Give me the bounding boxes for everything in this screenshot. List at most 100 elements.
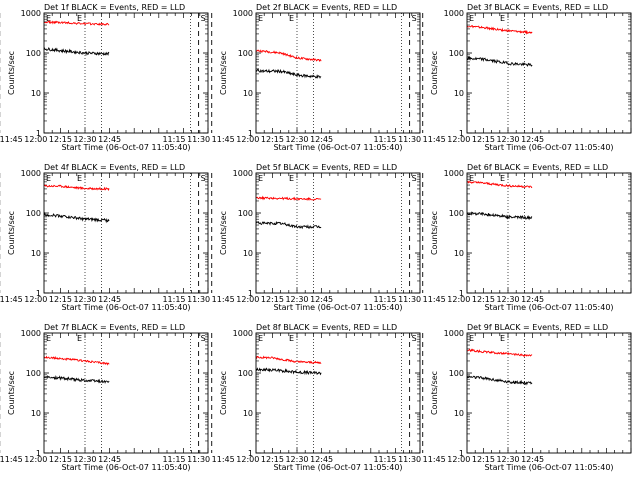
x-tick-label: 12:00 [236,295,259,304]
marker-e-left: E [258,174,263,183]
plot-frame [466,332,632,454]
panel-title: Det 7f BLACK = Events, RED = LLD [44,323,185,332]
y-tick-label: 100 [238,369,253,378]
y-tick-label: 10 [31,249,41,258]
x-tick-label: 11:30 [398,455,421,464]
y-tick-label: 1000 [444,329,464,338]
y-axis-label: Counts/sec [7,51,16,95]
x-tick-label: 11:45 [212,135,235,144]
marker-e-right: E [500,334,505,343]
y-tick-label: 10 [454,89,464,98]
x-tick-label: 11:45 [212,455,235,464]
marker-e-right: E [289,334,294,343]
series-line-lld [44,184,110,192]
marker-e-right: E [289,174,294,183]
y-tick-label: 1000 [444,9,464,18]
y-tick-label: 1000 [21,9,41,18]
y-tick-label: 100 [449,369,464,378]
x-tick-label: 12:00 [447,135,470,144]
y-tick-label: 1 [248,129,253,138]
x-tick-label: 12:00 [236,135,259,144]
x-tick-label: 12:00 [447,295,470,304]
x-tick-label: 12:00 [24,135,47,144]
panel-title: Det 5f BLACK = Events, RED = LLD [256,163,397,172]
x-tick-label: 12:30 [73,455,96,464]
x-tick-label: 11:30 [398,295,421,304]
x-tick-label: 12:15 [261,295,284,304]
x-tick-label: 11:15 [373,135,396,144]
x-axis-label: Start Time (06-Oct-07 11:05:40) [484,303,613,312]
x-tick-label: 12:15 [49,135,72,144]
y-tick-label: 1 [459,289,464,298]
marker-s: S [201,334,206,343]
x-tick-label: 12:45 [521,135,544,144]
x-tick-label: 12:00 [24,455,47,464]
x-tick-label: 12:15 [261,455,284,464]
series-line-lld [256,355,322,365]
x-tick-label: 12:30 [73,135,96,144]
x-axis-label: Start Time (06-Oct-07 11:05:40) [273,463,402,472]
y-tick-label: 1 [36,449,41,458]
x-tick-label: 12:00 [447,455,470,464]
panel-title: Det 9f BLACK = Events, RED = LLD [467,323,608,332]
y-tick-label: 10 [243,89,253,98]
panel-det-8: Det 8f BLACK = Events, RED = LLD Counts/s… [162,323,421,472]
x-tick-label: 12:45 [310,135,333,144]
panel-title: Det 2f BLACK = Events, RED = LLD [256,3,397,12]
panel-det-4: Det 4f BLACK = Events, RED = LLD Counts/s… [0,163,209,312]
marker-s: S [412,334,417,343]
x-axis-label: Start Time (06-Oct-07 11:05:40) [61,143,190,152]
x-tick-label: 12:30 [285,295,308,304]
x-axis-label: Start Time (06-Oct-07 11:05:40) [61,303,190,312]
y-axis-label: Counts/sec [219,211,228,255]
marker-s: S [412,14,417,23]
series-line-events [467,211,533,221]
marker-e-left: E [469,14,474,23]
y-tick-label: 100 [238,49,253,58]
x-tick-label: 11:30 [187,295,210,304]
x-axis-label: Start Time (06-Oct-07 11:05:40) [273,143,402,152]
panel-title: Det 3f BLACK = Events, RED = LLD [467,3,608,12]
series-line-events [467,55,533,67]
series-line-events [256,367,322,376]
x-tick-label: 12:30 [285,135,308,144]
y-axis-label: Counts/sec [219,51,228,95]
x-tick-label: 11:45 [212,295,235,304]
x-tick-label: 12:30 [496,135,519,144]
plot-frame [255,172,421,294]
x-axis-label: Start Time (06-Oct-07 11:05:40) [484,143,613,152]
x-tick-label: 12:45 [521,295,544,304]
y-axis-label: Counts/sec [430,371,439,415]
y-tick-label: 10 [31,89,41,98]
marker-e-left: E [46,14,51,23]
x-tick-label: 12:15 [49,295,72,304]
panel-title: Det 4f BLACK = Events, RED = LLD [44,163,185,172]
plot-frame [466,12,632,134]
plot-frame [43,12,209,134]
x-tick-label: 12:00 [236,455,259,464]
plot-frame [255,12,421,134]
marker-s: S [201,174,206,183]
marker-e-left: E [258,14,263,23]
series-line-lld [44,355,110,366]
marker-e-right: E [77,174,82,183]
y-tick-label: 1000 [233,9,253,18]
marker-s: S [201,14,206,23]
series-line-lld [467,180,533,189]
x-tick-label: 11:15 [162,135,185,144]
series-line-events [44,211,110,224]
x-tick-label: 12:15 [261,135,284,144]
y-tick-label: 1000 [233,169,253,178]
y-tick-label: 1000 [233,329,253,338]
y-tick-label: 100 [26,49,41,58]
y-tick-label: 1 [248,449,253,458]
plot-frame [43,172,209,294]
series-line-events [44,46,110,57]
series-line-events [467,375,533,386]
x-tick-label: 12:30 [496,295,519,304]
series-line-events [256,220,322,230]
x-tick-label: 12:30 [73,295,96,304]
x-tick-label: 12:45 [98,295,121,304]
